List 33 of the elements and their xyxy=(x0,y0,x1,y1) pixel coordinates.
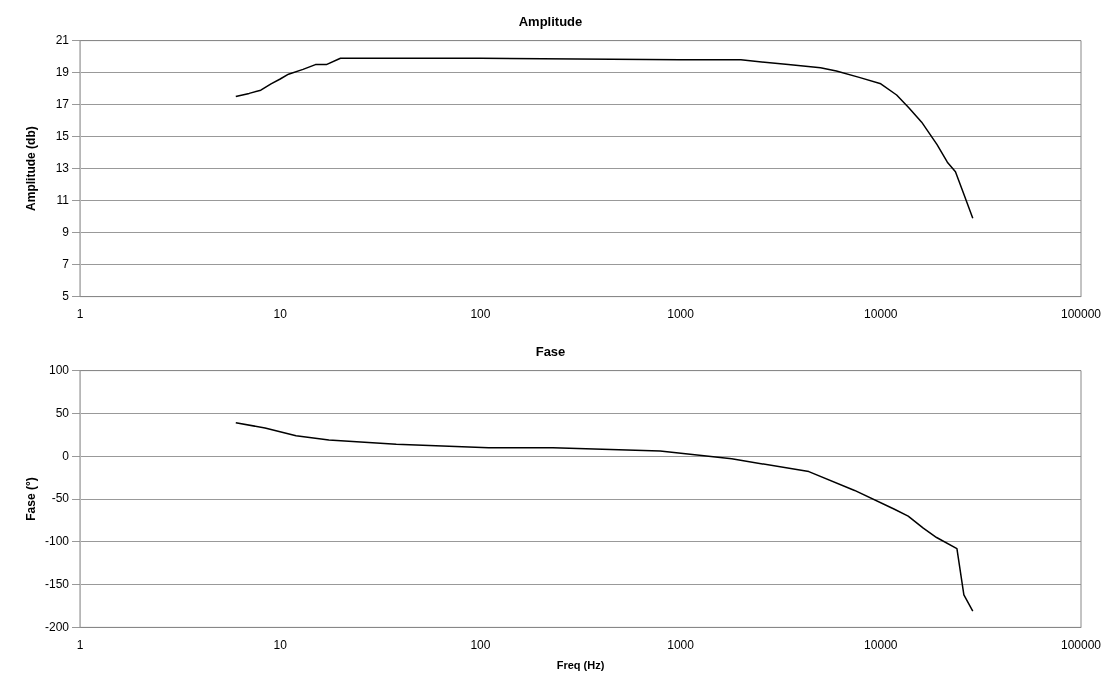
y-tick-label: -100 xyxy=(44,534,70,549)
y-axis-title: Amplitude (db) xyxy=(23,126,38,211)
y-tick-label: 13 xyxy=(55,160,70,175)
y-tick-label: -50 xyxy=(51,491,70,506)
y-axis-title: Fase (°) xyxy=(23,477,38,521)
y-tick-label: 15 xyxy=(55,128,70,143)
x-tick-label: 10 xyxy=(273,637,288,652)
y-tick-label: 19 xyxy=(55,64,70,79)
y-tick-label: -200 xyxy=(44,619,70,634)
x-axis-title: Freq (Hz) xyxy=(556,659,605,672)
x-tick-label: 1 xyxy=(76,637,84,652)
y-tick-label: 21 xyxy=(55,32,70,47)
x-tick-label: 1000 xyxy=(667,637,695,652)
x-tick-label: 10000 xyxy=(864,307,898,322)
chart-title: Fase xyxy=(535,344,566,360)
x-tick-label: 10 xyxy=(273,307,288,322)
x-tick-label: 1000 xyxy=(667,307,695,322)
x-tick-label: 100 xyxy=(470,637,491,652)
y-tick-label: 5 xyxy=(62,288,70,303)
y-tick-label: 11 xyxy=(56,192,70,207)
y-tick-label: 7 xyxy=(62,256,70,271)
x-tick-label: 100000 xyxy=(1060,637,1102,652)
y-tick-label: 17 xyxy=(55,96,70,111)
y-tick-label: -150 xyxy=(44,576,70,591)
y-tick-label: 0 xyxy=(62,448,70,463)
y-tick-label: 100 xyxy=(48,362,70,377)
x-tick-label: 1 xyxy=(76,307,84,322)
y-tick-label: 50 xyxy=(55,405,70,420)
x-tick-label: 100 xyxy=(470,307,491,322)
x-tick-label: 10000 xyxy=(864,637,898,652)
y-tick-label: 9 xyxy=(62,224,70,239)
chart-title: Amplitude xyxy=(518,14,583,30)
x-tick-label: 100000 xyxy=(1060,307,1102,322)
